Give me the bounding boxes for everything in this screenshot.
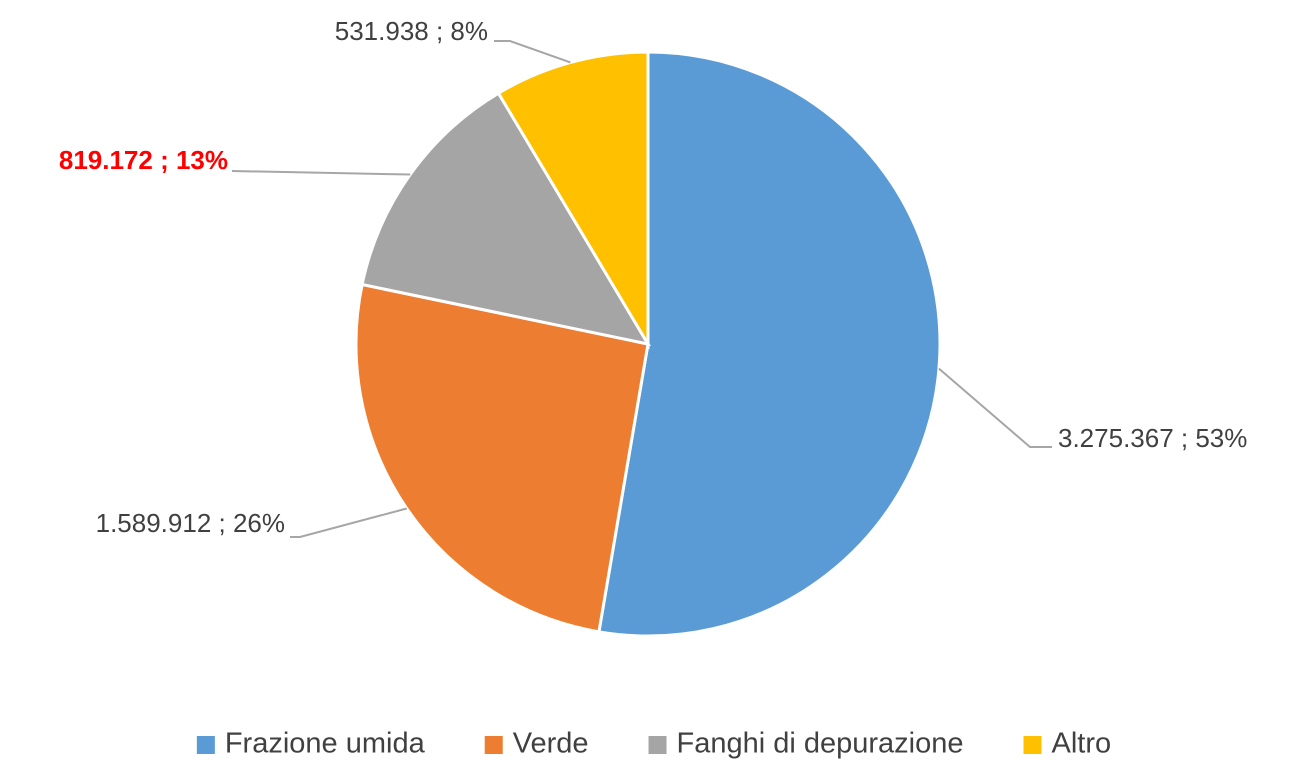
legend-swatch <box>1023 736 1042 754</box>
pie-slice <box>360 91 652 347</box>
legend-swatch <box>648 736 667 754</box>
leader-line <box>494 40 571 64</box>
legend-label: Fanghi di depurazione <box>677 728 964 760</box>
data-label: 1.589.912 ; 26% <box>96 508 285 538</box>
leader-line <box>231 170 411 176</box>
legend-swatch <box>196 736 215 754</box>
data-label: 531.938 ; 8% <box>335 16 488 46</box>
data-label: 819.172 ; 13% <box>59 145 228 175</box>
pie-slice <box>597 50 942 638</box>
legend-label: Altro <box>1052 728 1112 760</box>
pie-slice <box>354 282 650 634</box>
leader-line <box>938 367 1052 448</box>
legend-swatch <box>484 736 503 754</box>
leader-line <box>290 507 407 538</box>
legend-label: Frazione umida <box>225 728 426 760</box>
data-label: 3.275.367 ; 53% <box>1058 423 1247 453</box>
legend-label: Verde <box>513 728 589 760</box>
